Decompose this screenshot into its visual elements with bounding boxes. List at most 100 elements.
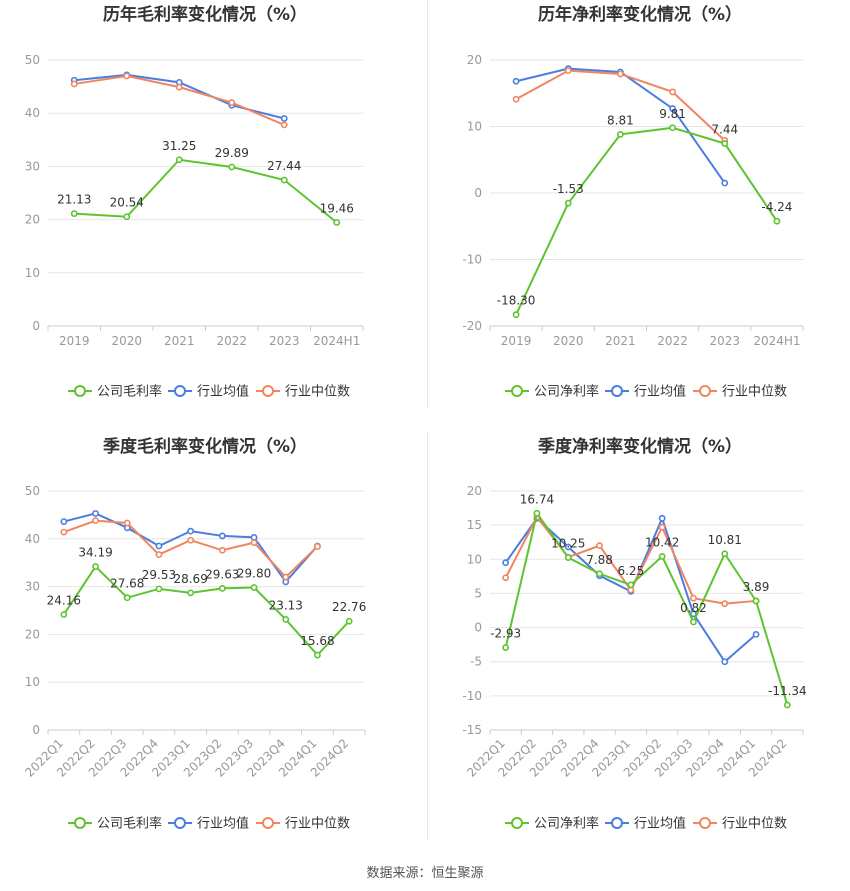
data-label: 3.89 bbox=[743, 580, 770, 594]
y-tick-label: 20 bbox=[25, 627, 40, 641]
chart-panel-3: 季度毛利率变化情况（%）010203040502022Q12022Q22022Q… bbox=[22, 436, 366, 832]
data-point-median bbox=[70, 80, 78, 88]
data-point-avg bbox=[669, 105, 676, 112]
y-tick-label: -15 bbox=[462, 723, 482, 737]
data-point-company bbox=[314, 651, 321, 659]
data-point-median bbox=[92, 517, 99, 525]
data-label: 29.80 bbox=[237, 567, 271, 581]
data-label: 20.54 bbox=[110, 196, 144, 210]
data-point-company bbox=[187, 589, 195, 597]
data-label: 10.25 bbox=[551, 537, 585, 551]
y-tick-label: 10 bbox=[467, 552, 482, 566]
chart-title: 历年毛利率变化情况（%） bbox=[103, 4, 307, 25]
legend-label-company: 公司净利率 bbox=[534, 816, 599, 832]
data-point-avg bbox=[502, 559, 510, 567]
y-tick-label: 50 bbox=[25, 53, 40, 67]
y-tick-label: 5 bbox=[474, 586, 482, 600]
x-tick-label: 2021 bbox=[164, 334, 195, 348]
data-label: 29.63 bbox=[205, 567, 239, 581]
y-tick-label: 30 bbox=[25, 159, 40, 173]
legend-label-median: 行业中位数 bbox=[285, 817, 350, 832]
vertical-divider bbox=[427, 432, 428, 840]
data-point-median bbox=[218, 546, 226, 554]
data-point-avg bbox=[564, 543, 572, 551]
data-point-avg bbox=[721, 179, 729, 187]
data-point-company bbox=[783, 701, 791, 709]
data-point-median bbox=[187, 536, 195, 544]
data-label: 27.44 bbox=[267, 159, 301, 173]
data-label: 23.13 bbox=[269, 598, 303, 612]
data-point-median bbox=[314, 543, 321, 550]
data-point-median bbox=[280, 121, 288, 129]
legend-marker-company bbox=[511, 385, 523, 397]
data-point-median bbox=[250, 539, 258, 547]
data-label: 31.25 bbox=[162, 139, 196, 153]
data-label: 22.76 bbox=[332, 600, 366, 614]
chart-panel-1: 历年毛利率变化情况（%） 0 10 20 30 40 50 2019 2020 2021 2022 2… bbox=[25, 4, 364, 400]
data-point-median bbox=[228, 99, 236, 106]
y-tick-label: 40 bbox=[25, 106, 40, 120]
legend-marker-avg bbox=[174, 817, 186, 829]
data-label: 29.53 bbox=[142, 568, 176, 582]
legend-marker-median bbox=[699, 385, 711, 397]
data-point-company bbox=[250, 584, 258, 591]
y-tick-label: 0 bbox=[32, 723, 40, 737]
y-tick-label: 10 bbox=[467, 120, 482, 134]
data-label: 24.16 bbox=[47, 594, 81, 608]
chart-panel-4: 季度净利率变化情况（%）-15-10-5051015202022Q12022Q2… bbox=[462, 436, 806, 832]
data-point-avg bbox=[187, 527, 195, 535]
data-point-company bbox=[60, 611, 68, 618]
data-point-avg bbox=[250, 533, 258, 541]
data-point-company bbox=[218, 584, 226, 592]
data-point-median bbox=[690, 594, 697, 602]
data-point-company bbox=[92, 563, 99, 570]
y-tick-label: 40 bbox=[25, 532, 40, 546]
data-point-median bbox=[502, 574, 510, 582]
legend-label-company: 公司净利率 bbox=[534, 384, 599, 400]
data-point-company bbox=[564, 554, 572, 561]
x-tick-label: 2020 bbox=[111, 334, 142, 348]
data-label: 27.68 bbox=[110, 577, 144, 591]
chart-title: 季度净利率变化情况（%） bbox=[538, 436, 742, 457]
data-point-company bbox=[596, 570, 603, 578]
data-label: 10.81 bbox=[708, 533, 742, 547]
legend-marker-avg bbox=[611, 817, 623, 829]
y-tick-label: 10 bbox=[25, 675, 40, 689]
y-tick-label: 30 bbox=[25, 580, 40, 594]
x-tick-label: 2022 bbox=[657, 334, 688, 348]
data-point-company bbox=[280, 176, 288, 184]
data-point-median bbox=[669, 88, 676, 96]
data-point-median bbox=[123, 519, 131, 527]
legend-label-avg: 行业均值 bbox=[634, 816, 686, 832]
data-point-median bbox=[596, 542, 603, 550]
data-point-avg bbox=[280, 115, 288, 122]
data-point-company bbox=[773, 217, 781, 225]
legend-label-median: 行业中位数 bbox=[722, 385, 787, 400]
legend-label-avg: 行业均值 bbox=[634, 384, 686, 400]
data-label: 0.82 bbox=[680, 601, 707, 615]
y-tick-label: 20 bbox=[467, 53, 482, 67]
data-label: 28.69 bbox=[173, 572, 207, 586]
legend-marker-median bbox=[262, 385, 274, 397]
data-point-median bbox=[721, 600, 729, 608]
data-point-company bbox=[690, 618, 697, 626]
y-tick-label: -10 bbox=[462, 253, 482, 267]
x-tick-label: 2023 bbox=[269, 334, 300, 348]
data-point-median bbox=[658, 523, 666, 531]
x-tick-label: 2024H1 bbox=[313, 334, 360, 348]
series-line-company bbox=[504, 510, 789, 706]
series-line-median bbox=[515, 69, 726, 142]
data-label: -11.34 bbox=[768, 684, 807, 698]
data-point-company bbox=[627, 581, 635, 589]
data-label: 9.81 bbox=[659, 107, 686, 121]
legend-label-median: 行业中位数 bbox=[722, 817, 787, 832]
data-point-median bbox=[564, 67, 572, 75]
y-tick-label: -5 bbox=[470, 655, 482, 669]
legend-marker-company bbox=[74, 385, 86, 397]
series-line-company bbox=[63, 565, 350, 657]
data-label: 15.68 bbox=[300, 634, 334, 648]
data-point-company bbox=[123, 213, 131, 221]
data-label: 19.46 bbox=[320, 201, 354, 215]
x-tick-label: 2019 bbox=[501, 334, 532, 348]
